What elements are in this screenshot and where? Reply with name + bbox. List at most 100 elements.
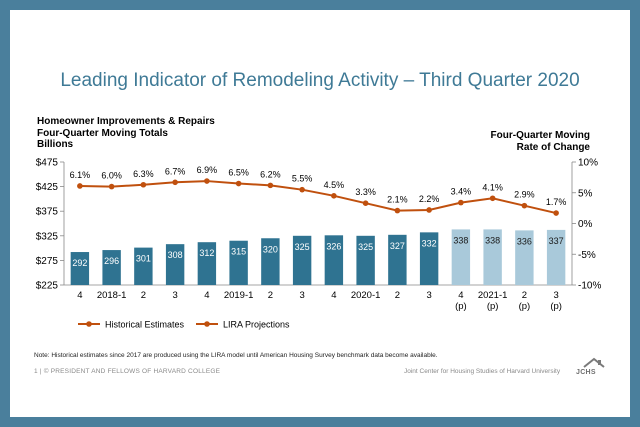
bar — [102, 250, 121, 285]
x-tick-label: (p) — [550, 301, 562, 312]
bar — [515, 230, 534, 285]
left-tick-label: $325 — [36, 231, 59, 242]
legend-label: Historical Estimates — [105, 320, 185, 330]
right-tick-label: -5% — [578, 250, 596, 261]
bar-value-label: 327 — [390, 241, 405, 251]
copyright: 1 | © PRESIDENT AND FELLOWS OF HARVARD C… — [34, 368, 221, 375]
bar-value-label: 336 — [517, 236, 532, 246]
line-value-label: 2.9% — [514, 190, 535, 200]
line-value-label: 6.5% — [228, 168, 249, 178]
bar — [546, 229, 566, 285]
legend-label: LIRA Projections — [223, 320, 290, 330]
line-point — [426, 207, 432, 213]
line-value-label: 4.5% — [324, 180, 345, 190]
line-value-label: 6.1% — [70, 170, 91, 180]
bar-value-label: 326 — [326, 241, 341, 251]
legend-marker-icon — [204, 321, 210, 327]
right-tick-label: -10% — [578, 281, 601, 292]
x-tick-label: 2018-1 — [97, 290, 127, 301]
line-value-label: 6.0% — [101, 171, 122, 181]
line-point — [140, 181, 147, 188]
line-value-label: 1.7% — [546, 197, 567, 207]
x-tick-label: 2 — [395, 290, 400, 301]
x-tick-label: (p) — [519, 301, 531, 312]
bar — [70, 252, 90, 285]
line-value-label: 6.3% — [133, 169, 154, 179]
line-value-label: 3.3% — [355, 187, 376, 197]
line-value-label: 2.2% — [419, 194, 440, 204]
line-point — [394, 207, 401, 214]
bar — [261, 238, 280, 285]
bar-value-label: 301 — [136, 254, 151, 264]
slide-title: Leading Indicator of Remodeling Activity… — [60, 70, 580, 91]
left-tick-label: $275 — [36, 256, 59, 267]
line-value-label: 6.7% — [165, 166, 186, 176]
x-tick-label: 4 — [331, 290, 336, 301]
right-tick-label: 5% — [578, 188, 593, 199]
line-point — [77, 183, 83, 189]
bar-value-label: 312 — [199, 248, 214, 258]
left-axis-title-line-2: Four-Quarter Moving Totals — [37, 127, 168, 139]
jchs-logo-text: JCHS — [576, 369, 596, 376]
line-value-label: 5.5% — [292, 174, 313, 184]
bar — [451, 229, 471, 285]
bar — [388, 234, 407, 285]
line-point — [172, 179, 178, 186]
x-tick-label: 2019-1 — [224, 290, 254, 301]
line-point — [267, 182, 274, 189]
slide-frame — [10, 10, 630, 417]
left-axis-title-line-1: Homeowner Improvements & Repairs — [37, 116, 215, 127]
line-value-label: 4.1% — [482, 182, 503, 192]
x-tick-label: 3 — [172, 290, 177, 301]
bar-value-label: 292 — [72, 258, 87, 268]
x-tick-label: 4 — [458, 290, 463, 301]
footnote: Note: Historical estimates since 2017 ar… — [34, 352, 438, 359]
legend-marker-icon — [86, 321, 92, 327]
bar-value-label: 332 — [422, 238, 437, 248]
line-point — [204, 178, 210, 184]
jchs-logo-icon — [583, 357, 605, 368]
bar — [134, 247, 153, 285]
line-value-label: 2.1% — [387, 195, 408, 205]
right-axis-title-line-2: Rate of Change — [516, 141, 590, 153]
x-tick-label: (p) — [487, 301, 499, 312]
bar-value-label: 337 — [549, 236, 564, 246]
bar — [165, 244, 185, 285]
bar — [419, 232, 439, 285]
left-axis-title-line-3: Billions — [37, 139, 74, 150]
left-tick-label: $375 — [36, 207, 59, 218]
bar-value-label: 308 — [168, 250, 183, 260]
x-tick-label: 3 — [553, 290, 558, 301]
rate-of-change-line — [79, 180, 557, 215]
x-tick-label: 2020-1 — [351, 290, 381, 301]
bar — [483, 229, 502, 285]
bar-value-label: 296 — [104, 256, 119, 266]
bar — [324, 235, 344, 285]
bar-value-label: 315 — [231, 247, 246, 257]
bar — [197, 242, 217, 285]
bar-value-label: 338 — [453, 235, 468, 245]
line-point — [458, 199, 464, 206]
right-axis-title-line-1: Four-Quarter Moving — [490, 130, 590, 141]
line-point — [108, 183, 115, 190]
bar-value-label: 325 — [358, 242, 373, 252]
x-tick-label: 2 — [141, 290, 146, 301]
right-tick-label: 10% — [578, 158, 598, 169]
line-value-label: 6.2% — [260, 169, 281, 179]
x-tick-label: 2021-1 — [478, 290, 508, 301]
bar-value-label: 325 — [295, 242, 310, 252]
line-point — [299, 186, 305, 193]
line-point — [362, 200, 369, 207]
x-tick-label: (p) — [455, 301, 467, 312]
left-tick-label: $225 — [36, 281, 59, 292]
left-tick-label: $475 — [36, 158, 59, 169]
left-tick-label: $425 — [36, 182, 59, 193]
x-tick-label: 3 — [299, 290, 304, 301]
bar-value-label: 338 — [485, 235, 500, 245]
line-value-label: 6.9% — [197, 165, 218, 175]
line-point — [553, 210, 559, 216]
right-tick-label: 0% — [578, 219, 593, 230]
organization-name: Joint Center for Housing Studies of Harv… — [404, 368, 561, 375]
x-tick-label: 3 — [426, 290, 431, 301]
